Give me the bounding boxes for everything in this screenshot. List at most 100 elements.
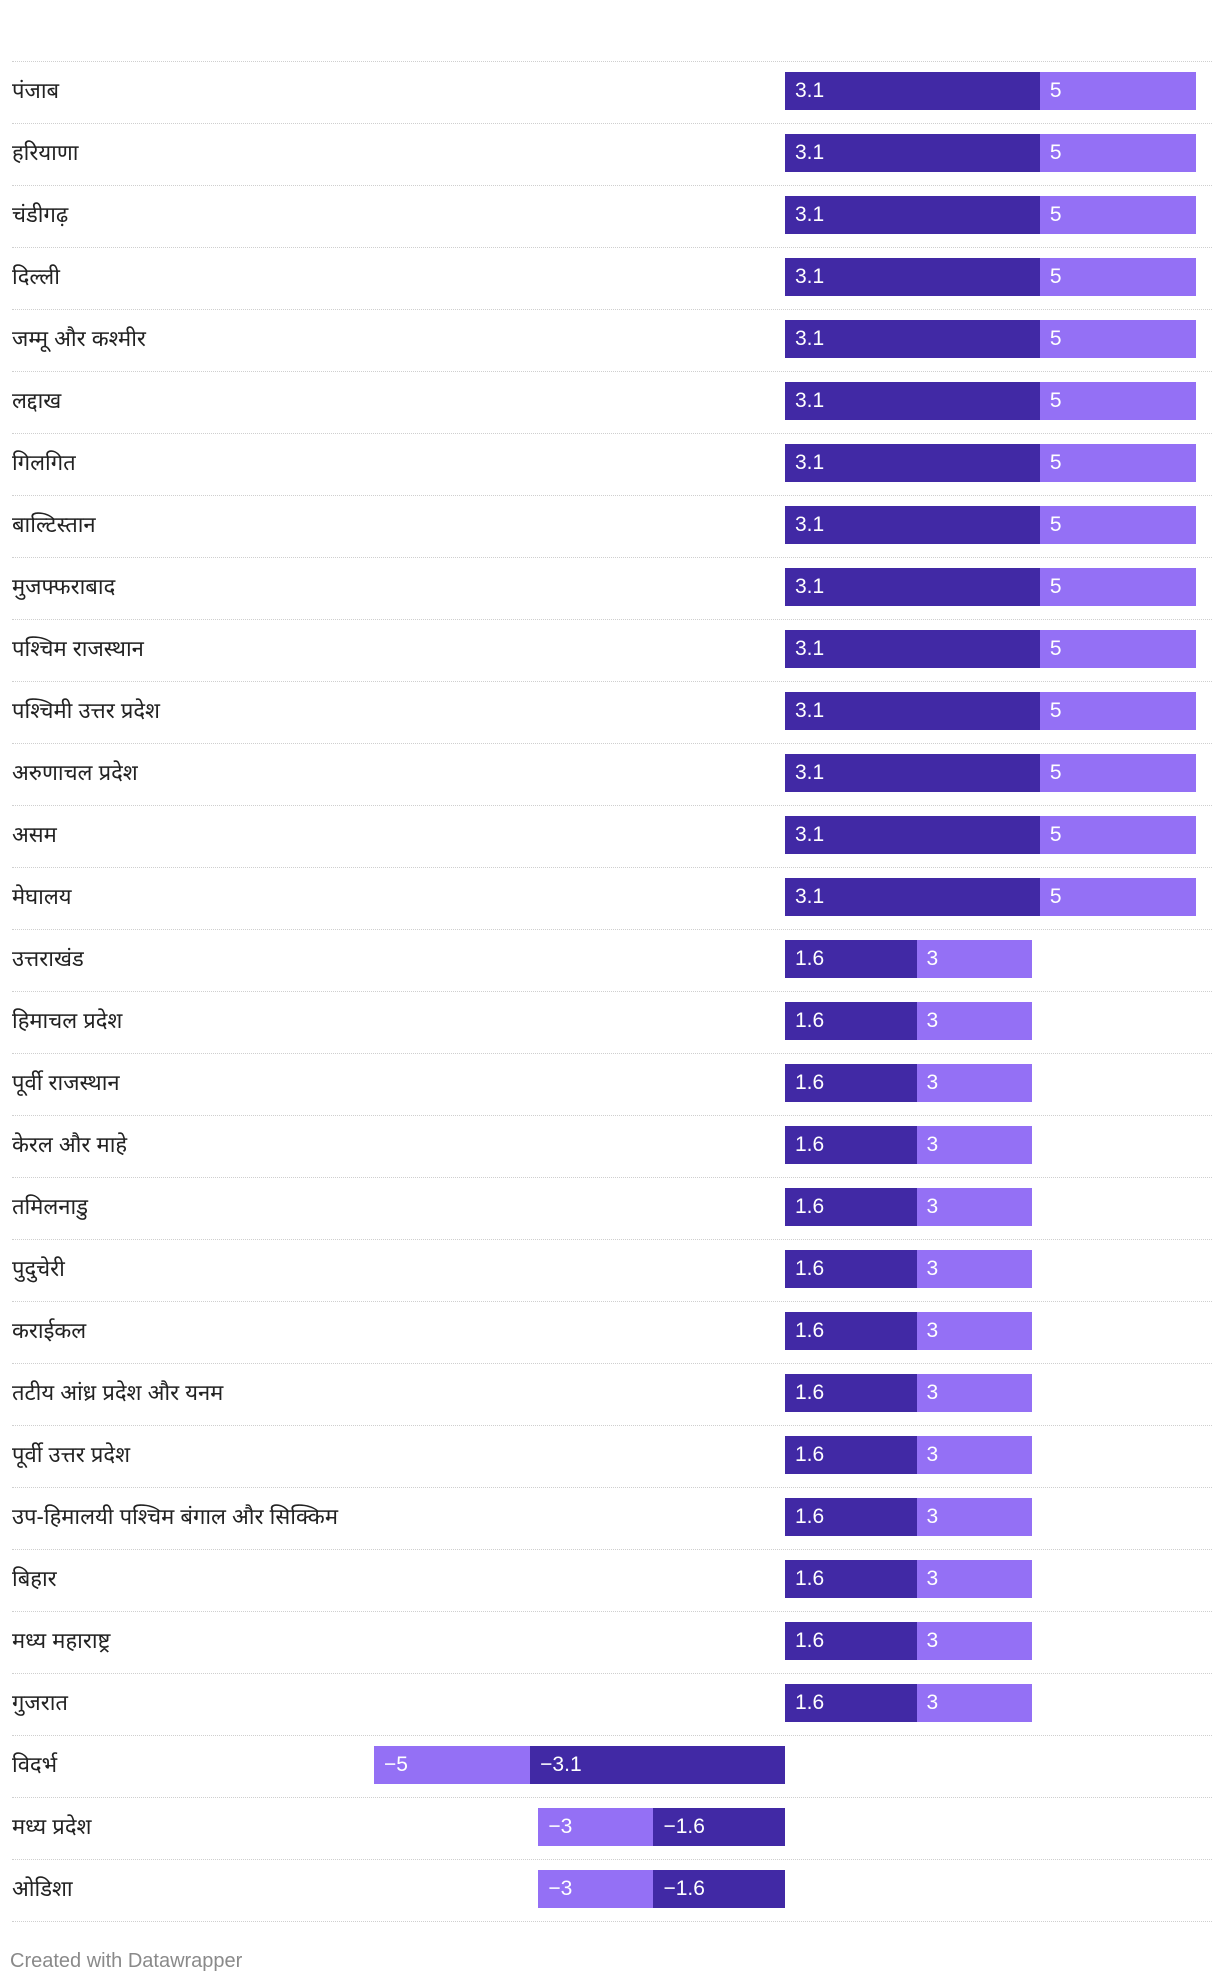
value-label-dark: 3.1 xyxy=(795,637,825,660)
row-divider xyxy=(12,929,1212,930)
row-divider xyxy=(12,557,1212,558)
category-label: कराईकल xyxy=(12,1318,87,1343)
category-label: हरियाणा xyxy=(12,140,79,165)
value-label-dark: 1.6 xyxy=(795,1629,825,1652)
category-label: पूर्वी राजस्थान xyxy=(12,1070,120,1095)
bar-dark xyxy=(785,320,1040,358)
bar-dark xyxy=(785,1684,917,1722)
value-label-light: 5 xyxy=(1049,761,1062,784)
category-label: मेघालय xyxy=(12,884,72,909)
category-label: तटीय आंध्र प्रदेश और यनम xyxy=(12,1380,224,1405)
bar-dark xyxy=(653,1808,785,1846)
value-label-dark: 1.6 xyxy=(795,1505,825,1528)
value-label-light: 5 xyxy=(1049,389,1062,412)
row-divider xyxy=(12,1363,1212,1364)
row-divider xyxy=(12,433,1212,434)
bar-dark xyxy=(785,754,1040,792)
value-label-dark: 1.6 xyxy=(795,947,825,970)
bar-dark xyxy=(785,1002,917,1040)
bar-dark xyxy=(785,878,1040,916)
value-label-light: 3 xyxy=(926,1691,939,1714)
bar-dark xyxy=(785,258,1040,296)
value-label-light: 5 xyxy=(1049,451,1062,474)
bar-dark xyxy=(785,940,917,978)
value-label-light: −3 xyxy=(548,1877,573,1900)
category-label: तमिलनाडु xyxy=(12,1194,88,1219)
value-label-light: 3 xyxy=(926,1133,939,1156)
value-label-light: 5 xyxy=(1049,79,1062,102)
row-divider xyxy=(12,1487,1212,1488)
row-divider xyxy=(12,1239,1212,1240)
bar-dark xyxy=(785,692,1040,730)
value-label-light: 5 xyxy=(1049,265,1062,288)
bar-dark xyxy=(785,382,1040,420)
bar-dark xyxy=(653,1870,785,1908)
value-label-light: 5 xyxy=(1049,699,1062,722)
value-label-dark: 3.1 xyxy=(795,885,825,908)
row-divider xyxy=(12,1425,1212,1426)
value-label-dark: 3.1 xyxy=(795,389,825,412)
row-divider xyxy=(12,805,1212,806)
bar-dark xyxy=(785,196,1040,234)
value-label-light: −3 xyxy=(548,1815,573,1838)
category-label: असम xyxy=(12,822,57,847)
category-label: हिमाचल प्रदेश xyxy=(12,1008,123,1033)
bar-dark xyxy=(785,506,1040,544)
row-divider xyxy=(12,867,1212,868)
value-label-light: 3 xyxy=(926,1629,939,1652)
value-label-dark: −1.6 xyxy=(663,1877,705,1900)
value-label-light: 3 xyxy=(926,947,939,970)
value-label-light: 3 xyxy=(926,1071,939,1094)
row-divider xyxy=(12,1611,1212,1612)
category-label: पंजाब xyxy=(12,78,60,103)
category-label: जम्मू और कश्मीर xyxy=(12,326,146,351)
row-divider xyxy=(12,1549,1212,1550)
bar-dark xyxy=(785,1622,917,1660)
value-label-dark: 1.6 xyxy=(795,1567,825,1590)
value-label-dark: −3.1 xyxy=(540,1753,582,1776)
bar-dark xyxy=(785,816,1040,854)
value-label-dark: 1.6 xyxy=(795,1071,825,1094)
bar-dark xyxy=(785,1250,917,1288)
value-label-dark: 3.1 xyxy=(795,823,825,846)
value-label-dark: −1.6 xyxy=(663,1815,705,1838)
bar-dark xyxy=(785,1188,917,1226)
value-label-dark: 3.1 xyxy=(795,761,825,784)
category-label: विदर्भ xyxy=(12,1752,58,1777)
bar-dark xyxy=(785,1312,917,1350)
credit-text: Created with Datawrapper xyxy=(10,1950,243,1972)
row-divider xyxy=(12,1859,1212,1860)
row-divider xyxy=(12,1797,1212,1798)
row-divider xyxy=(12,1115,1212,1116)
category-label: केरल और माहे xyxy=(12,1132,128,1157)
row-divider xyxy=(12,1177,1212,1178)
row-divider xyxy=(12,991,1212,992)
value-label-dark: 3.1 xyxy=(795,265,825,288)
value-label-light: 5 xyxy=(1049,327,1062,350)
row-divider xyxy=(12,185,1212,186)
row-divider xyxy=(12,1735,1212,1736)
row-divider xyxy=(12,495,1212,496)
value-label-light: 5 xyxy=(1049,203,1062,226)
category-label: पश्चिम राजस्थान xyxy=(12,636,144,661)
value-label-light: 3 xyxy=(926,1009,939,1032)
row-divider xyxy=(12,309,1212,310)
row-divider xyxy=(12,1053,1212,1054)
value-label-light: 5 xyxy=(1049,885,1062,908)
bar-dark xyxy=(785,72,1040,110)
value-label-light: 5 xyxy=(1049,575,1062,598)
row-divider xyxy=(12,619,1212,620)
row-divider xyxy=(12,371,1212,372)
row-divider xyxy=(12,247,1212,248)
category-label: गुजरात xyxy=(12,1690,68,1715)
bar-dark xyxy=(785,1560,917,1598)
value-label-light: 3 xyxy=(926,1567,939,1590)
value-label-light: 5 xyxy=(1049,141,1062,164)
bar-dark xyxy=(785,1436,917,1474)
value-label-dark: 3.1 xyxy=(795,141,825,164)
category-label: पूर्वी उत्तर प्रदेश xyxy=(12,1442,131,1467)
category-label: उप-हिमालयी पश्चिम बंगाल और सिक्किम xyxy=(12,1504,338,1529)
value-label-light: −5 xyxy=(384,1753,408,1776)
value-label-dark: 1.6 xyxy=(795,1443,825,1466)
value-label-light: 3 xyxy=(926,1381,939,1404)
